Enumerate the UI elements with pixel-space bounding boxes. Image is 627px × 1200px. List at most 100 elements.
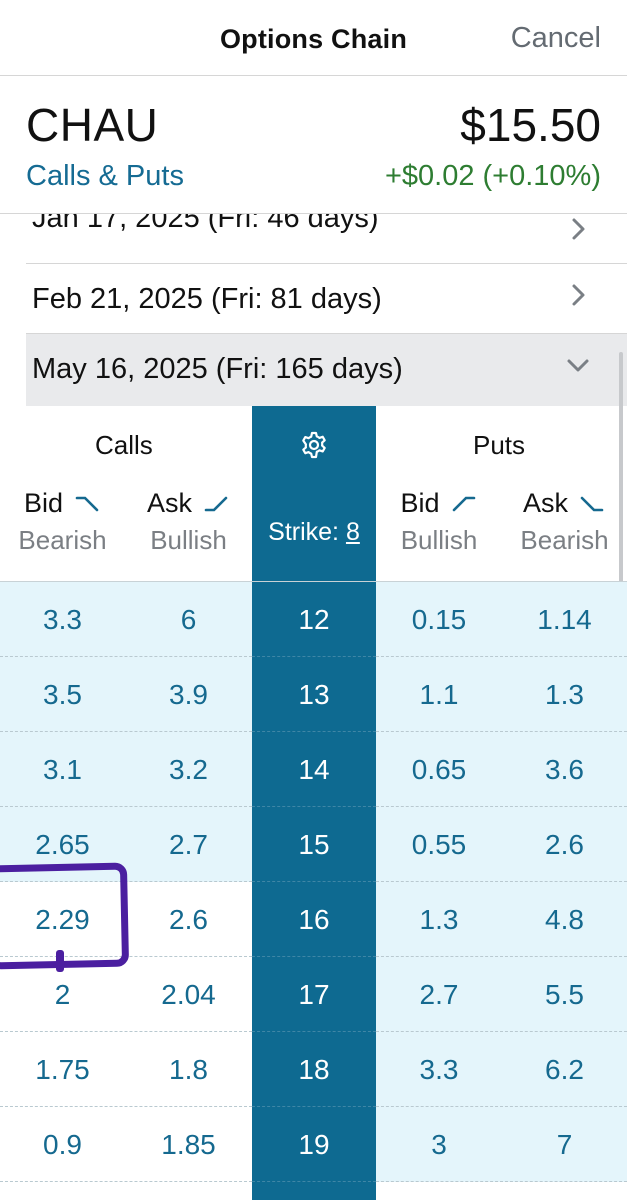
row-divider [252, 1181, 376, 1182]
call-ask-cell[interactable]: 1.8 [169, 1054, 208, 1085]
puts-row-background [376, 1107, 627, 1182]
call-bid-cell[interactable]: 3.1 [43, 754, 82, 785]
row-divider [0, 806, 252, 807]
strike-cell[interactable]: 14 [298, 754, 330, 785]
put-ask-cell[interactable]: 5.5 [545, 979, 584, 1010]
expiration-row-selected[interactable]: May 16, 2025 (Fri: 165 days) [26, 334, 627, 406]
put-ask-cell[interactable]: 2.6 [545, 829, 584, 860]
call-bid-cell[interactable]: 2 [54, 979, 71, 1010]
trend-down-icon [580, 496, 604, 511]
strike-cell[interactable]: 19 [298, 1129, 330, 1160]
call-ask-cell[interactable]: 2.7 [169, 829, 208, 860]
calls-bid-header[interactable]: Bid Bearish [0, 488, 125, 556]
table-row[interactable]: 3.1 3.2 14 0.65 3.6 [0, 732, 627, 807]
expiration-row[interactable]: Feb 21, 2025 (Fri: 81 days) [26, 264, 627, 334]
strike-cell[interactable]: 13 [298, 679, 330, 710]
strike-cell[interactable]: 18 [298, 1054, 330, 1085]
row-divider [0, 731, 252, 732]
put-bid-cell[interactable]: 2.7 [419, 979, 459, 1010]
calls-row-background [0, 1107, 252, 1182]
row-divider [0, 956, 252, 957]
calls-ask-label: Ask [146, 488, 192, 518]
call-bid-cell[interactable]: 3.3 [43, 604, 82, 635]
strike-cell[interactable]: 15 [298, 829, 330, 860]
put-ask-cell[interactable]: 7 [556, 1129, 573, 1160]
call-ask-cell[interactable]: 3.2 [169, 754, 208, 785]
calls-bid-sentiment: Bearish [18, 525, 107, 555]
table-row[interactable]: 0.9 1.85 19 3 7 [0, 1107, 627, 1182]
gear-icon[interactable] [299, 430, 329, 460]
calls-ask-sentiment: Bullish [150, 525, 227, 555]
put-bid-cell[interactable]: 3 [431, 1129, 447, 1160]
row-divider [0, 656, 252, 657]
put-ask-cell[interactable]: 1.14 [537, 604, 592, 635]
call-ask-cell[interactable]: 2.04 [161, 979, 216, 1010]
calls-row-background [0, 732, 252, 807]
options-chain-table: 3.3 6 12 0.15 1.14 3.5 3.9 13 1.1 1.3 3.1 3.2 14 0.65… [0, 406, 627, 1200]
row-divider [0, 881, 252, 882]
call-ask-cell[interactable]: 2.6 [169, 904, 208, 935]
row-divider [376, 1031, 627, 1032]
trend-up-icon [452, 496, 475, 511]
put-ask-cell[interactable]: 6.2 [545, 1054, 584, 1085]
call-bid-cell[interactable]: 0.9 [43, 1129, 82, 1160]
table-row[interactable]: 2 2.04 17 2.7 5.5 [0, 957, 627, 1032]
put-ask-cell[interactable]: 4.8 [545, 904, 584, 935]
strike-cell[interactable]: 12 [298, 604, 330, 635]
chevron-right-icon [572, 284, 585, 306]
strike-count[interactable]: 8 [345, 518, 360, 546]
row-divider [376, 881, 627, 882]
call-ask-cell[interactable]: 6 [180, 604, 197, 635]
call-ask-cell[interactable]: 3.9 [169, 679, 208, 710]
chain-mode-selector[interactable]: Calls & Puts [26, 160, 184, 192]
table-row[interactable]: 3.3 6 12 0.15 1.14 [0, 582, 627, 657]
puts-title: Puts [473, 430, 526, 460]
strike-cell[interactable]: 17 [298, 979, 330, 1010]
puts-bid-label: Bid [400, 488, 440, 518]
quote-header: CHAU $15.50 Calls & Puts +$0.02 (+0.10%) [0, 76, 627, 214]
calls-row-background [0, 582, 252, 657]
cancel-button[interactable]: Cancel [510, 22, 601, 54]
row-divider [376, 731, 627, 732]
row-divider [376, 656, 627, 657]
puts-ask-header[interactable]: Ask Bearish [502, 488, 627, 556]
expiration-label: Jan 17, 2025 (Fri: 46 days) [32, 214, 379, 234]
table-row[interactable]: 1.75 1.8 18 3.3 6.2 [0, 1032, 627, 1107]
row-divider [252, 656, 376, 657]
put-bid-cell[interactable]: 0.55 [411, 829, 467, 860]
calls-ask-header[interactable]: Ask Bullish [125, 488, 252, 556]
call-ask-cell[interactable]: 1.85 [161, 1129, 216, 1160]
expiration-label: Feb 21, 2025 (Fri: 81 days) [32, 283, 382, 315]
row-divider [0, 1106, 252, 1107]
table-row[interactable]: 2.65 2.7 15 0.55 2.6 [0, 807, 627, 882]
call-bid-cell[interactable]: 3.5 [43, 679, 82, 710]
puts-bid-header[interactable]: Bid Bullish [376, 488, 502, 556]
puts-bid-sentiment: Bullish [400, 525, 478, 555]
table-row[interactable]: 3.5 3.9 13 1.1 1.3 [0, 657, 627, 732]
row-divider [252, 806, 376, 807]
table-row[interactable]: 2.29 2.6 16 1.3 4.8 [0, 882, 627, 957]
row-divider [0, 1181, 252, 1182]
strike-cell[interactable]: 16 [298, 904, 330, 935]
call-bid-cell[interactable]: 1.75 [35, 1054, 90, 1085]
put-bid-cell[interactable]: 3.3 [419, 1054, 459, 1085]
puts-row-background [376, 657, 627, 732]
calls-bid-label: Bid [23, 488, 64, 518]
puts-ask-label: Ask [522, 488, 568, 518]
put-bid-cell[interactable]: 0.65 [411, 754, 467, 785]
put-ask-cell[interactable]: 1.3 [545, 679, 584, 710]
calls-row-background [0, 882, 252, 957]
expiration-row[interactable]: Jan 17, 2025 (Fri: 46 days) [26, 214, 627, 264]
header-divider [0, 581, 627, 582]
call-bid-cell[interactable]: 2.29 [35, 904, 90, 935]
row-divider [0, 1031, 252, 1032]
chevron-down-icon [567, 359, 589, 372]
row-divider [252, 1106, 376, 1107]
put-bid-cell[interactable]: 1.1 [419, 679, 459, 710]
call-bid-cell[interactable]: 2.65 [35, 829, 90, 860]
put-bid-cell[interactable]: 1.3 [419, 904, 459, 935]
trend-up-icon [204, 496, 228, 511]
put-ask-cell[interactable]: 3.6 [545, 754, 584, 785]
strike-count-selector[interactable]: Strike: 8 [252, 518, 376, 547]
put-bid-cell[interactable]: 0.15 [411, 604, 467, 635]
